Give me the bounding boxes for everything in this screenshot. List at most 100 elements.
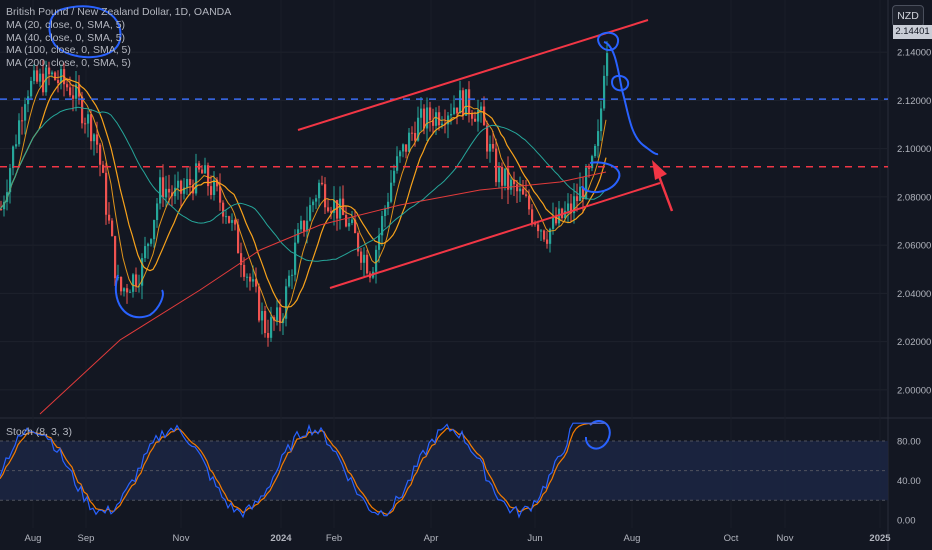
candle-body	[549, 228, 552, 244]
candle-body	[309, 205, 312, 221]
ma20-legend[interactable]: MA (20, close, 0, SMA, 5)	[6, 18, 126, 31]
candle-body	[537, 224, 540, 232]
candle-body	[150, 239, 153, 244]
candle-body	[48, 67, 51, 75]
candle-body	[312, 201, 315, 206]
time-tick-label: 2025	[869, 533, 891, 544]
annotation-arc-low	[114, 274, 164, 319]
candle-body	[417, 117, 420, 141]
candle-body	[27, 96, 30, 105]
candle-body	[105, 172, 108, 215]
candle-body	[318, 182, 321, 199]
candle-body	[12, 146, 15, 169]
candle-body	[87, 114, 90, 124]
candle-body	[399, 151, 402, 157]
candle-body	[114, 236, 117, 279]
candle-body	[357, 233, 360, 252]
candle-body	[507, 168, 510, 190]
candle-body	[246, 276, 249, 278]
candle-body	[528, 195, 531, 210]
annotation-circle-top	[597, 31, 620, 51]
candle-body	[123, 288, 126, 292]
candle-body	[498, 167, 501, 183]
candle-body	[189, 179, 192, 185]
candle-body	[9, 168, 12, 193]
candle-body	[546, 239, 549, 244]
candle-body	[588, 167, 591, 169]
candle-body	[555, 216, 558, 224]
ma100-legend[interactable]: MA (100, close, 0, SMA, 5)	[6, 44, 131, 57]
candle-body	[126, 288, 129, 293]
candle-body	[237, 224, 240, 254]
candle-body	[435, 112, 438, 126]
candle-body	[387, 201, 390, 209]
candle-body	[420, 108, 423, 118]
candle-body	[597, 131, 600, 146]
candle-body	[441, 123, 444, 126]
time-tick-label: Oct	[724, 533, 739, 544]
candle-body	[327, 207, 330, 212]
candle-body	[330, 211, 333, 213]
annotation-circle-high	[48, 5, 122, 59]
candle-body	[15, 144, 18, 147]
candle-body	[462, 90, 465, 116]
candle-body	[393, 170, 396, 183]
candle-body	[144, 246, 147, 259]
candle-body	[243, 264, 246, 277]
price-tick-label: 2.00000	[897, 385, 931, 396]
candle-body	[426, 107, 429, 129]
candle-body	[210, 186, 213, 195]
candle-body	[564, 210, 567, 219]
candle-body	[465, 89, 468, 116]
ma200-legend[interactable]: MA (200, close, 0, SMA, 5)	[6, 57, 131, 70]
time-tick-label: Apr	[424, 533, 439, 544]
price-tick-label: 2.14000	[897, 48, 931, 59]
currency-button[interactable]: NZD	[892, 5, 924, 27]
candle-body	[567, 203, 570, 211]
candle-body	[294, 242, 297, 275]
candle-body	[72, 95, 75, 99]
stoch-legend[interactable]: Stoch (8, 3, 3)	[6, 426, 72, 438]
candle-body	[186, 179, 189, 188]
candle-body	[96, 134, 99, 145]
candle-body	[468, 89, 471, 114]
candle-body	[183, 187, 186, 194]
candle-body	[234, 220, 237, 225]
candle-body	[129, 291, 132, 293]
candle-body	[489, 143, 492, 152]
candle-body	[306, 220, 309, 232]
candle-body	[120, 276, 123, 292]
candle-body	[249, 276, 252, 282]
candle-body	[51, 72, 54, 75]
candle-body	[291, 274, 294, 276]
candle-body	[111, 220, 114, 237]
candle-body	[360, 251, 363, 263]
candle-body	[303, 220, 306, 232]
symbol-title[interactable]: British Pound / New Zealand Dollar, 1D, …	[6, 6, 232, 18]
candle-body	[288, 275, 291, 287]
candle-body	[336, 199, 339, 219]
candle-body	[69, 87, 72, 96]
candle-body	[429, 107, 432, 121]
candle-body	[222, 202, 225, 217]
candle-body	[84, 123, 87, 125]
candle-body	[219, 186, 222, 203]
candle-body	[240, 253, 243, 265]
ma100-line	[0, 106, 607, 262]
ma40-legend[interactable]: MA (40, close, 0, SMA, 5)	[6, 31, 126, 44]
candle-body	[255, 279, 258, 287]
candle-body	[570, 203, 573, 214]
candle-body	[492, 143, 495, 149]
candle-body	[315, 198, 318, 202]
candle-body	[216, 179, 219, 187]
candle-body	[354, 219, 357, 234]
candle-body	[300, 220, 303, 230]
annotation-circle-stoch	[585, 420, 611, 450]
candle-body	[579, 186, 582, 202]
candle-body	[195, 163, 198, 194]
candle-body	[453, 107, 456, 114]
candle-body	[141, 258, 144, 286]
candle-body	[81, 96, 84, 124]
